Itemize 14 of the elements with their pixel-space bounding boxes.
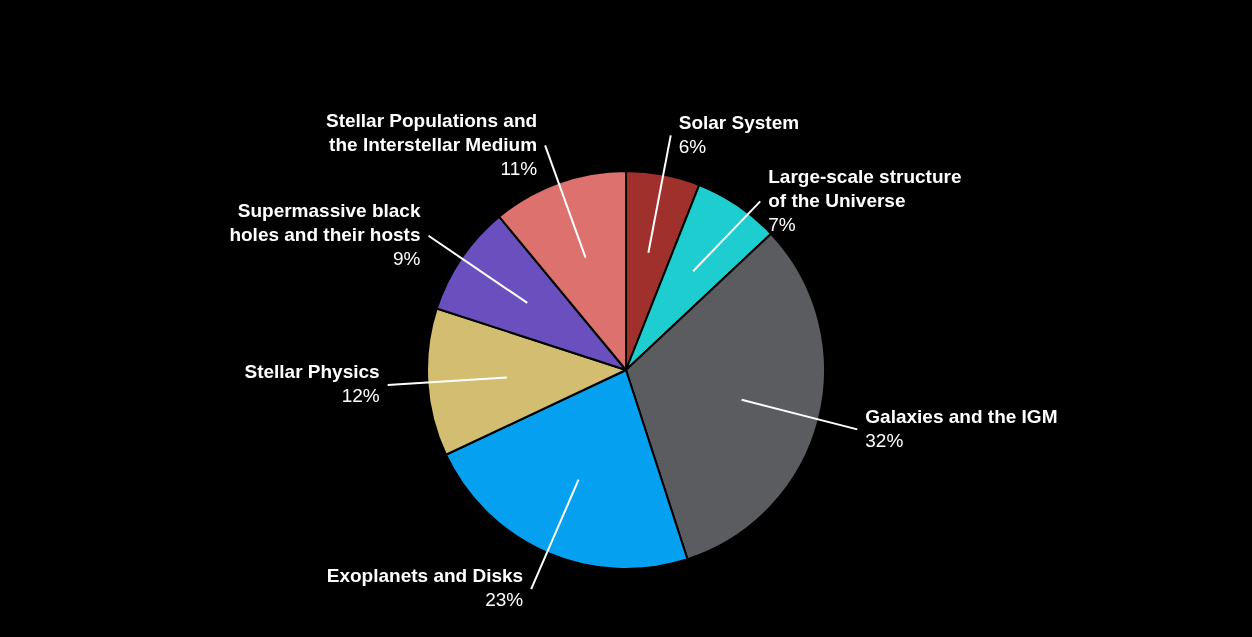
data-label: 9% (393, 248, 421, 270)
slice-label: Galaxies and the IGM (865, 405, 1058, 427)
slice-label: Solar System (678, 111, 800, 133)
slice-label: Exoplanets and Disks (326, 565, 524, 587)
data-label: 7% (768, 213, 796, 235)
data-label: 6% (678, 135, 707, 157)
slice-label: Stellar Populations and the Interstellar Medium (325, 109, 538, 155)
slice-label: Stellar Physics (244, 361, 380, 383)
data-label: 23% (485, 589, 524, 611)
data-label: 32% (865, 429, 904, 451)
slice-label: Large-scale structure of the Universe (768, 165, 962, 211)
data-label: 12% (341, 385, 380, 407)
data-label: 11% (500, 157, 538, 179)
slice-label: Supermassive black holes and their hosts (229, 200, 421, 246)
